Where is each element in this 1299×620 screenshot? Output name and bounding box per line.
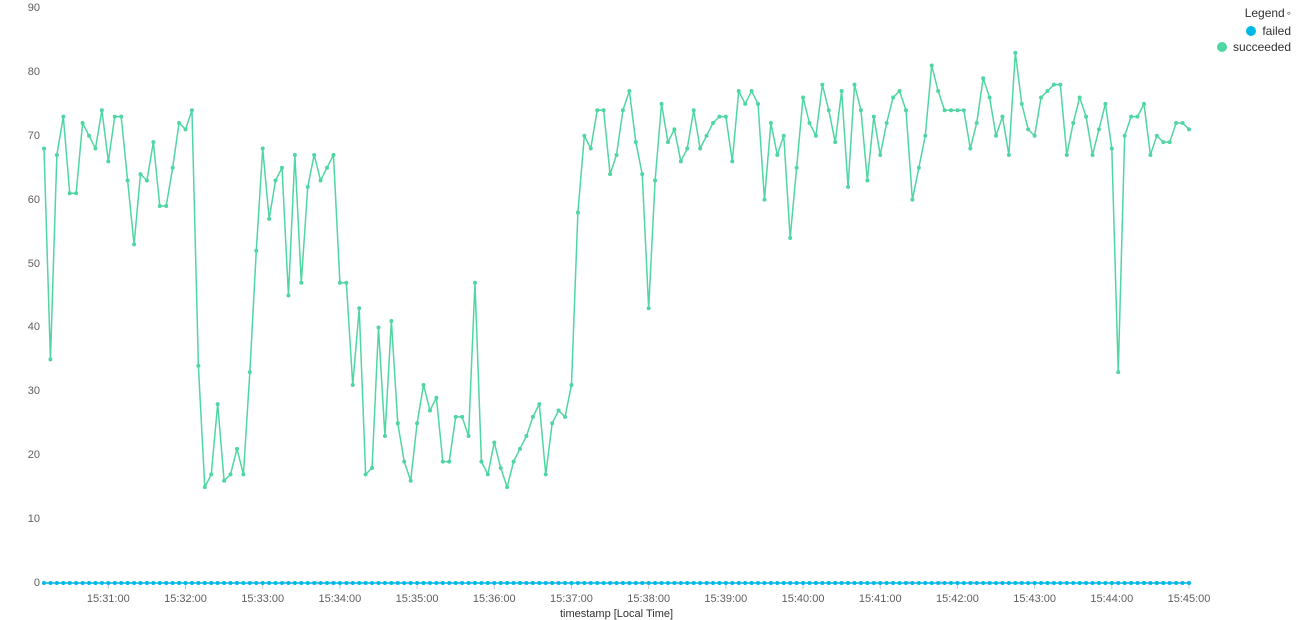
x-tick-label: 15:38:00 xyxy=(627,593,670,605)
x-tick-label: 15:35:00 xyxy=(396,593,439,605)
legend-label: succeeded xyxy=(1233,40,1291,54)
x-tick-label: 15:45:00 xyxy=(1168,593,1211,605)
legend: Legend ◦ failed succeeded xyxy=(1217,6,1291,54)
y-tick-label: 50 xyxy=(20,258,40,270)
chart-container: Legend ◦ failed succeeded 0 10 20 30 40 50 60 7… xyxy=(0,0,1299,620)
plot-area[interactable] xyxy=(44,8,1189,583)
x-tick-label: 15:31:00 xyxy=(87,593,130,605)
legend-title[interactable]: Legend ◦ xyxy=(1217,6,1291,20)
x-tick-label: 15:41:00 xyxy=(859,593,902,605)
x-tick-label: 15:43:00 xyxy=(1013,593,1056,605)
y-tick-label: 90 xyxy=(20,2,40,14)
x-axis-title: timestamp [Local Time] xyxy=(560,608,673,620)
y-tick-label: 80 xyxy=(20,66,40,78)
x-tick-label: 15:44:00 xyxy=(1090,593,1133,605)
legend-item-succeeded[interactable]: succeeded xyxy=(1217,40,1291,54)
x-tick-label: 15:32:00 xyxy=(164,593,207,605)
x-tick-label: 15:34:00 xyxy=(318,593,361,605)
legend-item-failed[interactable]: failed xyxy=(1217,24,1291,38)
y-tick-label: 0 xyxy=(20,577,40,589)
expand-icon: ◦ xyxy=(1287,6,1291,20)
y-tick-label: 10 xyxy=(20,513,40,525)
x-tick-label: 15:40:00 xyxy=(782,593,825,605)
x-tick-label: 15:42:00 xyxy=(936,593,979,605)
x-tick-label: 15:37:00 xyxy=(550,593,593,605)
legend-label: failed xyxy=(1262,24,1291,38)
y-tick-label: 30 xyxy=(20,385,40,397)
circle-icon xyxy=(1246,26,1256,36)
x-tick-label: 15:36:00 xyxy=(473,593,516,605)
y-tick-label: 20 xyxy=(20,449,40,461)
y-tick-label: 40 xyxy=(20,321,40,333)
y-tick-label: 70 xyxy=(20,130,40,142)
series-line-succeeded[interactable] xyxy=(44,53,1189,487)
y-tick-label: 60 xyxy=(20,194,40,206)
legend-title-text: Legend xyxy=(1245,6,1285,20)
x-tick-label: 15:33:00 xyxy=(241,593,284,605)
circle-icon xyxy=(1217,42,1227,52)
series-markers-succeeded xyxy=(42,51,1191,489)
x-tick-label: 15:39:00 xyxy=(704,593,747,605)
